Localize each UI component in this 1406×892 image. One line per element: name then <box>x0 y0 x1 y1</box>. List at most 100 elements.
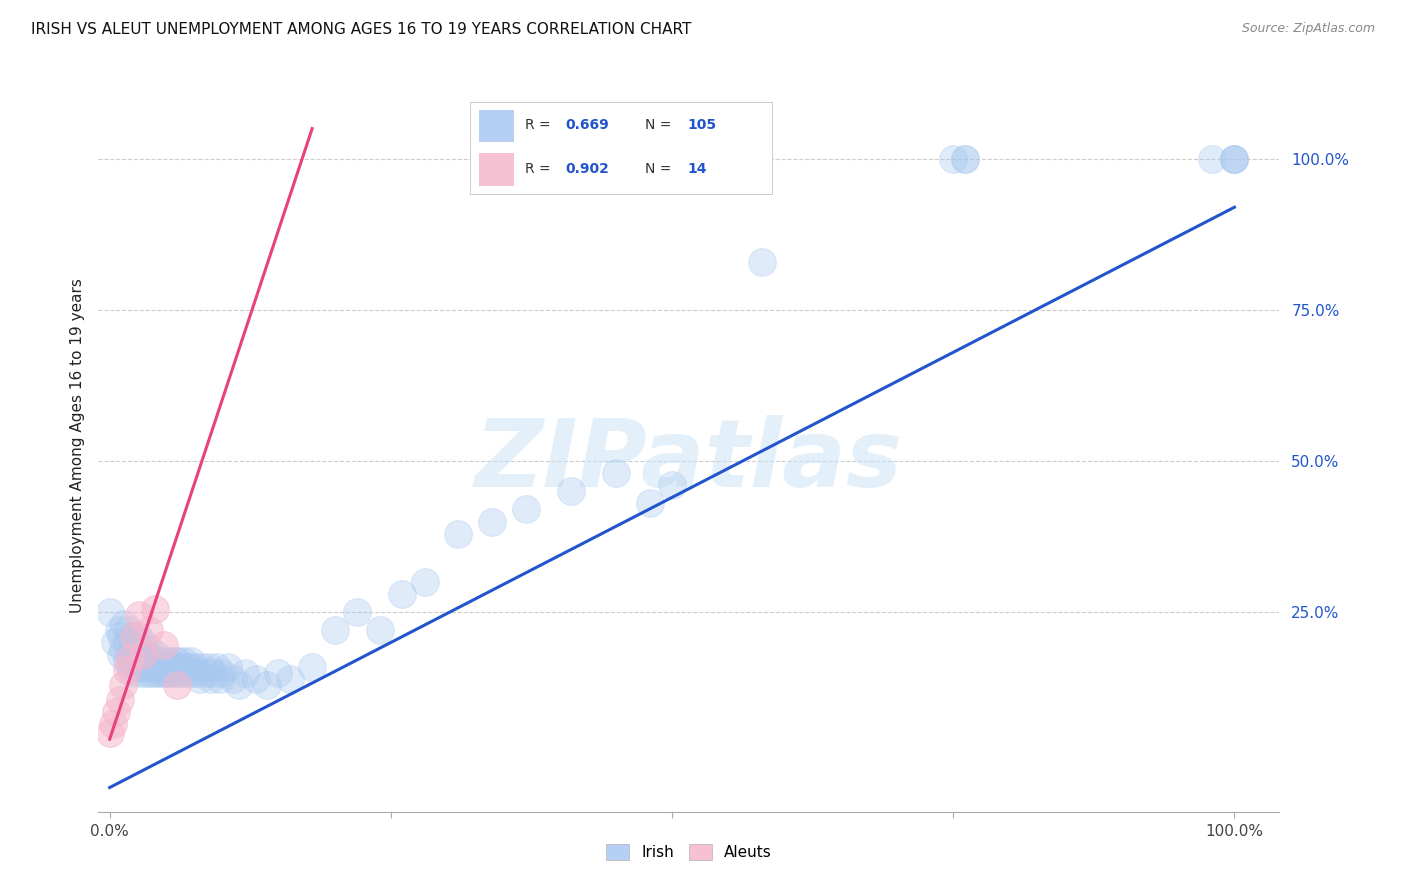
Point <box>115 654 138 668</box>
Point <box>177 665 200 680</box>
Legend: Irish, Aleuts: Irish, Aleuts <box>600 838 778 866</box>
Point <box>1223 152 1246 166</box>
Point <box>132 648 155 662</box>
Point <box>560 484 582 499</box>
Point <box>605 466 627 480</box>
Point <box>121 665 143 680</box>
Point <box>104 635 127 649</box>
Point <box>156 659 179 673</box>
Point <box>150 654 173 668</box>
Point <box>953 152 976 166</box>
Point <box>118 659 141 673</box>
Point <box>661 478 683 492</box>
Point <box>141 654 163 668</box>
Point <box>233 665 256 680</box>
Point <box>132 635 155 649</box>
Point <box>155 665 177 680</box>
Point <box>112 617 135 632</box>
Point <box>152 639 174 653</box>
Point <box>208 672 231 686</box>
Point <box>447 526 470 541</box>
Point <box>115 663 138 677</box>
Point <box>166 659 188 673</box>
Point <box>256 678 278 692</box>
Point <box>122 629 145 643</box>
Point <box>751 254 773 268</box>
Point <box>188 672 211 686</box>
Point <box>179 659 201 673</box>
Point <box>127 629 149 643</box>
Point <box>146 665 169 680</box>
Point <box>139 665 162 680</box>
Point <box>172 665 194 680</box>
Point <box>391 587 413 601</box>
Point <box>160 659 183 673</box>
Point <box>105 705 128 719</box>
Point <box>124 635 146 649</box>
Point <box>183 665 205 680</box>
Point <box>180 654 202 668</box>
Point <box>157 665 180 680</box>
Point <box>413 574 436 589</box>
Point <box>197 659 219 673</box>
Point <box>152 665 174 680</box>
Point <box>267 665 290 680</box>
Point <box>143 602 166 616</box>
Point <box>184 659 207 673</box>
Point <box>118 650 141 665</box>
Point <box>117 624 139 638</box>
Point <box>942 152 965 166</box>
Point <box>167 654 190 668</box>
Point <box>217 659 239 673</box>
Point <box>121 641 143 656</box>
Point <box>515 502 537 516</box>
Text: Source: ZipAtlas.com: Source: ZipAtlas.com <box>1241 22 1375 36</box>
Point <box>1201 152 1223 166</box>
Point <box>149 659 172 673</box>
Point <box>112 641 135 656</box>
Point <box>101 717 124 731</box>
Point <box>143 654 166 668</box>
Point <box>166 678 188 692</box>
Point <box>138 641 160 656</box>
Text: ZIPatlas: ZIPatlas <box>475 415 903 507</box>
Point <box>132 659 155 673</box>
Point <box>173 654 195 668</box>
Point <box>1223 152 1246 166</box>
Point <box>108 693 131 707</box>
Point <box>953 152 976 166</box>
Point <box>155 654 177 668</box>
Point <box>152 659 174 673</box>
Point <box>228 678 250 692</box>
Point <box>134 654 156 668</box>
Point <box>129 665 152 680</box>
Point <box>205 659 228 673</box>
Point <box>186 665 208 680</box>
Point <box>278 672 301 686</box>
Point <box>128 654 150 668</box>
Text: IRISH VS ALEUT UNEMPLOYMENT AMONG AGES 16 TO 19 YEARS CORRELATION CHART: IRISH VS ALEUT UNEMPLOYMENT AMONG AGES 1… <box>31 22 692 37</box>
Point <box>200 672 222 686</box>
Point <box>481 515 503 529</box>
Point <box>211 665 233 680</box>
Point <box>125 659 148 673</box>
Point <box>166 665 188 680</box>
Point <box>110 629 132 643</box>
Point <box>135 648 157 662</box>
Point <box>118 648 141 662</box>
Point <box>202 665 225 680</box>
Point <box>129 648 152 662</box>
Point <box>191 659 214 673</box>
Point <box>107 624 129 638</box>
Point <box>115 635 138 649</box>
Point <box>143 665 166 680</box>
Point <box>138 654 160 668</box>
Point <box>112 678 135 692</box>
Point <box>163 659 186 673</box>
Y-axis label: Unemployment Among Ages 16 to 19 years: Unemployment Among Ages 16 to 19 years <box>69 278 84 614</box>
Point <box>145 659 167 673</box>
Point <box>110 648 132 662</box>
Point <box>128 608 150 623</box>
Point <box>169 665 191 680</box>
Point <box>301 659 323 673</box>
